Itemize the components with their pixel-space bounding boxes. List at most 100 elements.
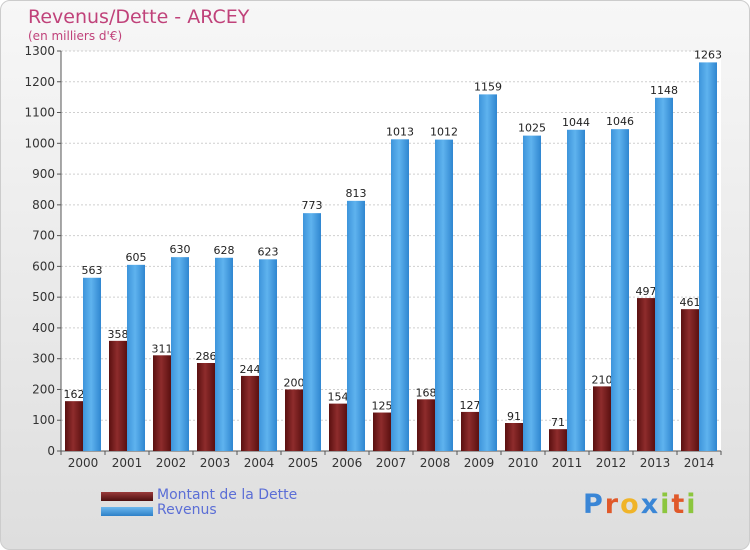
y-tick-label: 0 xyxy=(47,444,55,458)
y-tick-label: 1000 xyxy=(24,136,55,150)
revenue-value-label: 1159 xyxy=(474,80,502,93)
logo-letter: x xyxy=(640,489,661,520)
revenue-value-label: 1012 xyxy=(430,126,458,139)
debt-bar xyxy=(681,309,699,451)
legend-label-debt: Montant de la Dette xyxy=(157,487,298,503)
x-tick-label: 2013 xyxy=(640,456,671,470)
debt-value-label: 286 xyxy=(196,350,217,363)
y-tick-label: 500 xyxy=(32,290,55,304)
revenue-bar xyxy=(347,200,365,451)
revenue-bar xyxy=(479,94,497,451)
debt-value-label: 168 xyxy=(416,386,437,399)
x-tick-label: 2009 xyxy=(464,456,495,470)
revenue-value-label: 1013 xyxy=(386,125,414,138)
logo-letter: t xyxy=(671,489,687,520)
revenue-bar xyxy=(523,135,541,451)
debt-value-label: 210 xyxy=(592,373,613,386)
x-tick-label: 2012 xyxy=(596,456,627,470)
debt-value-label: 358 xyxy=(108,328,129,341)
x-tick-label: 2004 xyxy=(244,456,275,470)
revenue-bar xyxy=(83,277,101,451)
logo-letter: P xyxy=(583,489,605,520)
revenue-value-label: 605 xyxy=(126,251,147,264)
debt-bar xyxy=(461,411,479,451)
y-tick-label: 1200 xyxy=(24,75,55,89)
y-tick-label: 600 xyxy=(32,259,55,273)
debt-bar xyxy=(197,363,215,451)
y-tick-label: 300 xyxy=(32,352,55,366)
debt-bar xyxy=(549,429,567,451)
logo-letter: i xyxy=(660,489,672,520)
debt-value-label: 125 xyxy=(372,400,393,413)
revenue-value-label: 630 xyxy=(170,243,191,256)
debt-value-label: 311 xyxy=(152,342,173,355)
logo-letter: o xyxy=(620,489,641,520)
debt-value-label: 154 xyxy=(328,391,349,404)
debt-value-label: 127 xyxy=(460,399,481,412)
revenue-bar xyxy=(435,139,453,451)
x-tick-label: 2001 xyxy=(112,456,143,470)
debt-bar xyxy=(329,403,347,451)
revenue-bar xyxy=(127,264,145,451)
y-tick-label: 700 xyxy=(32,229,55,243)
x-tick-label: 2007 xyxy=(376,456,407,470)
debt-value-label: 162 xyxy=(64,388,85,401)
revenue-bar xyxy=(259,259,277,451)
y-tick-label: 1100 xyxy=(24,106,55,120)
y-tick-label: 900 xyxy=(32,167,55,181)
chart-subtitle: (en milliers d'€) xyxy=(28,29,123,43)
debt-bar xyxy=(109,340,127,451)
debt-bar xyxy=(417,399,435,451)
debt-bar xyxy=(505,423,523,451)
x-tick-label: 2002 xyxy=(156,456,187,470)
revenue-bar xyxy=(215,257,233,451)
revenue-bar xyxy=(391,139,409,452)
x-tick-label: 2003 xyxy=(200,456,231,470)
revenue-bar xyxy=(655,97,673,452)
revenue-value-label: 563 xyxy=(82,264,103,277)
debt-bar xyxy=(373,412,391,451)
chart-title: Revenus/Dette - ARCEY xyxy=(28,6,250,28)
debt-bar xyxy=(637,298,655,451)
revenue-value-label: 773 xyxy=(302,199,323,212)
x-tick-label: 2000 xyxy=(68,456,99,470)
revenue-bar xyxy=(303,213,321,451)
debt-bar xyxy=(65,401,83,451)
revenue-bar xyxy=(567,129,585,451)
debt-value-label: 200 xyxy=(284,376,305,389)
x-tick-label: 2005 xyxy=(288,456,319,470)
logo-letter: i xyxy=(686,489,698,520)
revenue-value-label: 813 xyxy=(346,187,367,200)
debt-bar xyxy=(153,355,171,451)
revenue-value-label: 1046 xyxy=(606,115,634,128)
debt-bar xyxy=(593,386,611,451)
revenue-value-label: 1263 xyxy=(694,48,722,61)
debt-value-label: 91 xyxy=(507,410,521,423)
x-tick-label: 2008 xyxy=(420,456,451,470)
x-tick-label: 2011 xyxy=(552,456,583,470)
debt-bar xyxy=(285,389,303,451)
revenue-value-label: 1044 xyxy=(562,116,590,129)
proxiti-logo: Proxiti xyxy=(583,489,698,520)
revenue-value-label: 1148 xyxy=(650,84,678,97)
y-tick-label: 100 xyxy=(32,413,55,427)
legend-swatch-debt xyxy=(101,492,153,501)
debt-value-label: 71 xyxy=(551,416,565,429)
logo-letter: r xyxy=(604,489,621,520)
legend-label-revenue: Revenus xyxy=(157,502,217,518)
y-tick-label: 400 xyxy=(32,321,55,335)
revenue-value-label: 628 xyxy=(214,244,235,257)
x-tick-label: 2010 xyxy=(508,456,539,470)
x-tick-label: 2014 xyxy=(684,456,715,470)
debt-value-label: 497 xyxy=(636,285,657,298)
legend-swatch-revenue xyxy=(101,507,153,516)
x-tick-label: 2006 xyxy=(332,456,363,470)
debt-value-label: 244 xyxy=(240,363,261,376)
revenue-value-label: 623 xyxy=(258,245,279,258)
revenue-bar xyxy=(611,129,629,451)
y-tick-label: 200 xyxy=(32,382,55,396)
debt-bar xyxy=(241,375,259,451)
revenue-bar xyxy=(699,62,717,452)
